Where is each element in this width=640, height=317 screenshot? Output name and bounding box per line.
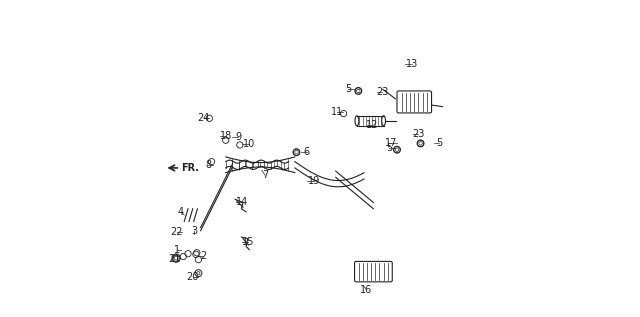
Text: 23: 23 <box>412 129 424 139</box>
Text: 13: 13 <box>406 59 418 69</box>
Text: 21: 21 <box>169 254 181 264</box>
Text: 1: 1 <box>174 245 180 255</box>
Text: 6: 6 <box>304 146 310 157</box>
Text: 20: 20 <box>186 272 199 282</box>
Text: FR.: FR. <box>180 163 199 173</box>
Text: 7: 7 <box>262 170 268 180</box>
Text: 2: 2 <box>200 251 206 261</box>
Text: 10: 10 <box>243 139 255 149</box>
Text: 22: 22 <box>170 227 183 237</box>
Text: 5: 5 <box>436 139 442 148</box>
Text: 18: 18 <box>220 131 232 141</box>
Text: 5: 5 <box>345 84 351 94</box>
Text: 11: 11 <box>331 107 344 117</box>
Text: 19: 19 <box>308 176 320 186</box>
Text: 23: 23 <box>376 87 388 97</box>
Text: 4: 4 <box>178 207 184 217</box>
Text: 16: 16 <box>360 285 372 294</box>
Text: 8: 8 <box>205 160 211 171</box>
Text: 5: 5 <box>386 143 392 152</box>
Text: 24: 24 <box>198 113 210 123</box>
Text: 17: 17 <box>385 139 397 148</box>
Text: 14: 14 <box>236 197 248 208</box>
Text: 15: 15 <box>241 237 254 247</box>
Text: 12: 12 <box>366 120 378 130</box>
Text: 3: 3 <box>191 226 197 236</box>
Text: 9: 9 <box>236 132 241 142</box>
